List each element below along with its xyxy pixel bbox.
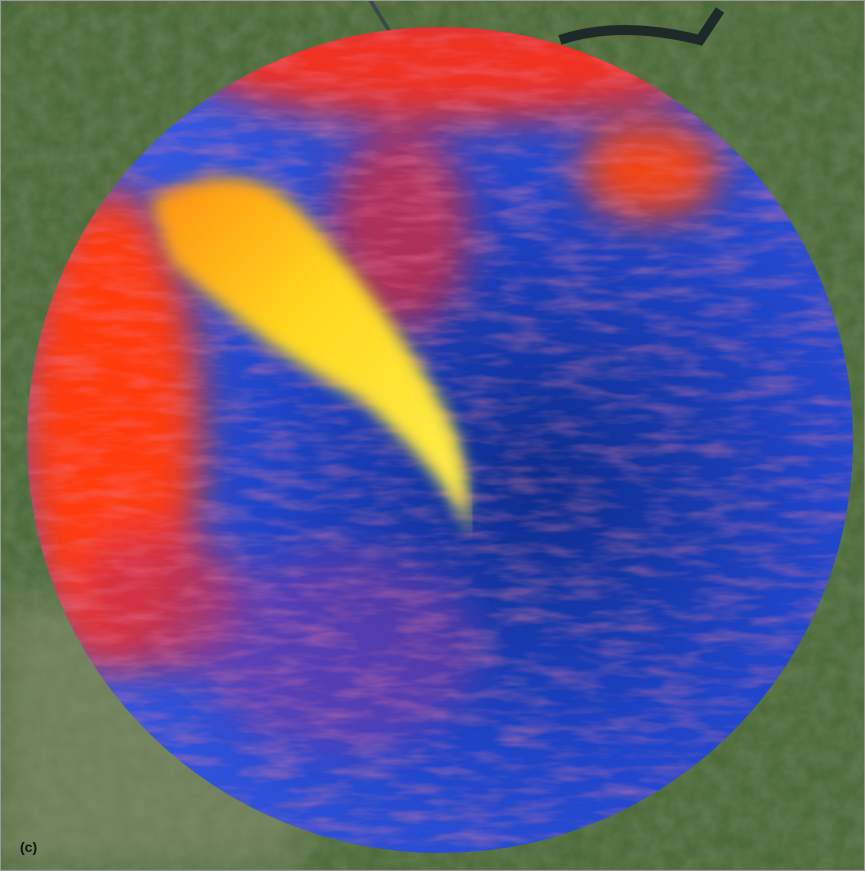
deposit-plume — [150, 177, 466, 521]
panel-label: (c) — [20, 839, 37, 855]
river — [558, 7, 725, 46]
plume-tail — [442, 429, 473, 531]
flow-heatmap — [27, 27, 853, 853]
